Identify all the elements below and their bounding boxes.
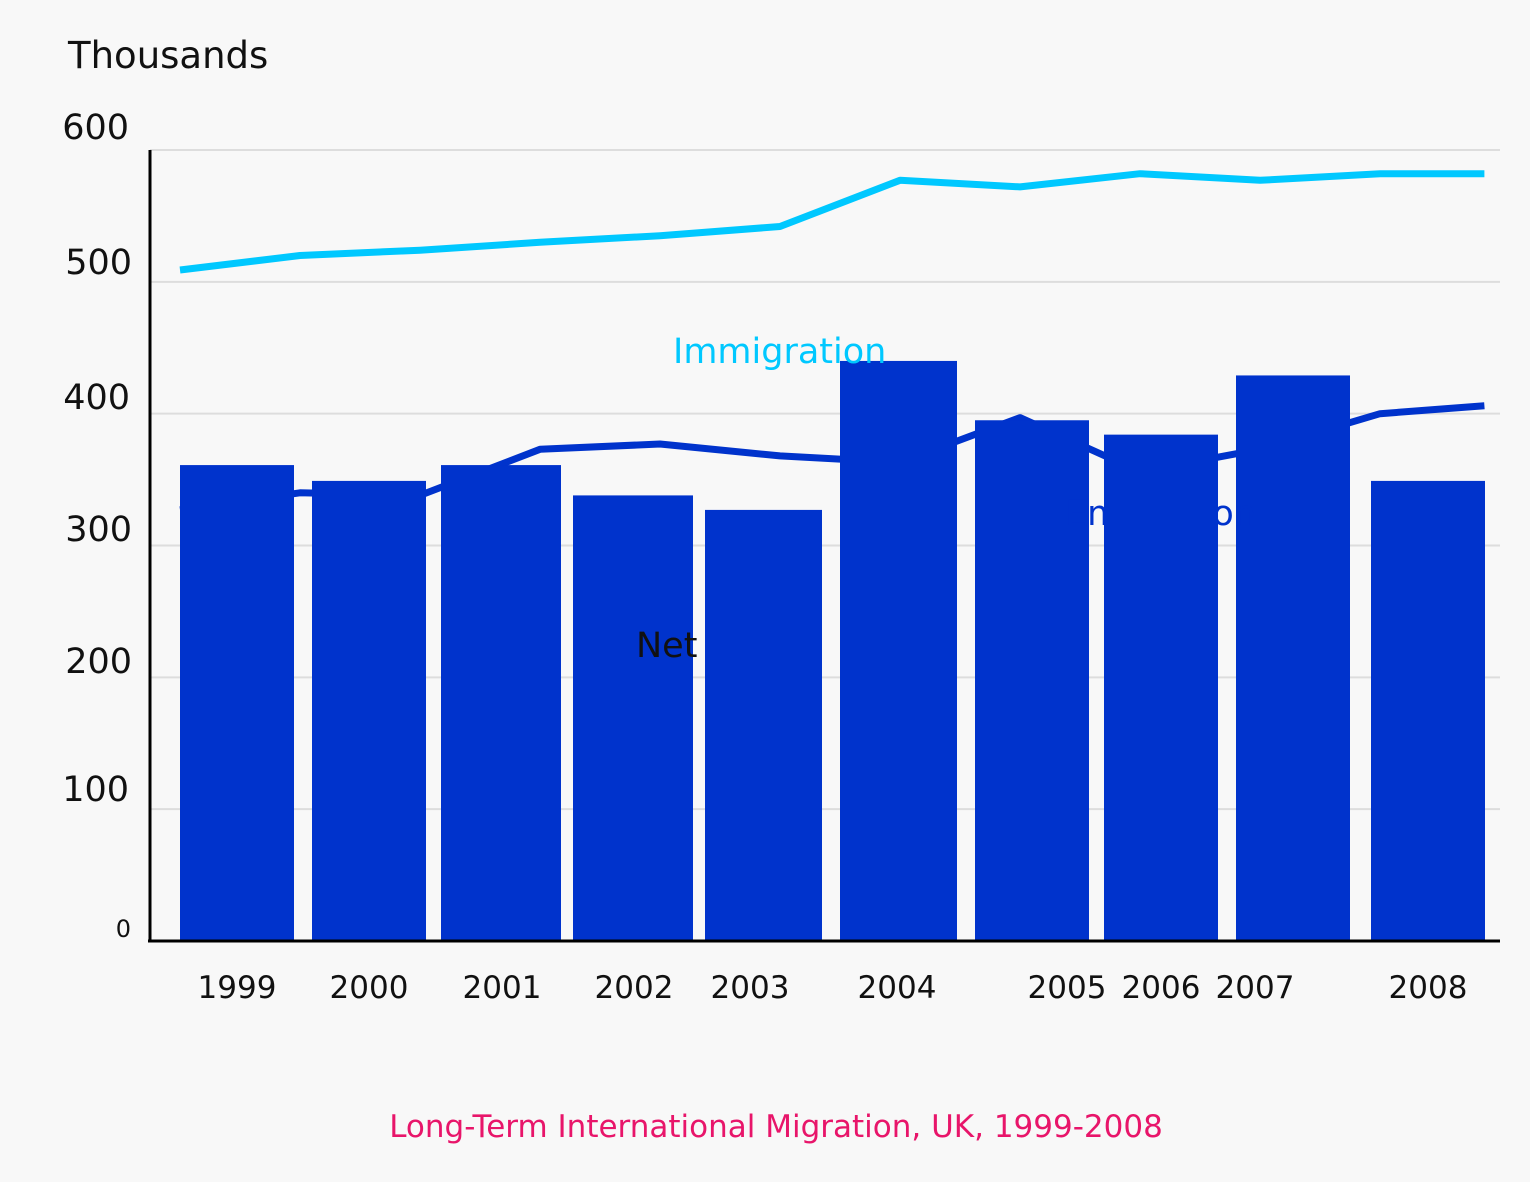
x-tick-label: 2001: [463, 970, 542, 1006]
bar-2008: [1371, 480, 1485, 941]
x-tick-label: 2005: [1028, 970, 1107, 1006]
bar-2003: [705, 509, 822, 941]
bar-2007: [1236, 375, 1350, 941]
x-tick-label: 2002: [595, 970, 674, 1006]
x-tick-label: 2006: [1122, 970, 1201, 1006]
y-tick-label: 200: [65, 642, 132, 682]
x-tick-label: 2000: [330, 970, 409, 1006]
y-axis-ticks: 0 100 200 300 400 500 600: [62, 108, 132, 943]
y-axis-unit-label: Thousands: [67, 34, 268, 77]
y-tick-label: 600: [62, 108, 129, 148]
immigration-line: [179, 170, 1485, 274]
net-bars: [180, 360, 1485, 942]
bar-2005: [975, 420, 1089, 942]
bar-2001: [441, 465, 561, 941]
bar-2004: [840, 360, 957, 941]
x-tick-label: 2003: [711, 970, 790, 1006]
bar-1999: [180, 465, 294, 941]
y-tick-label: 0: [116, 915, 131, 943]
bar-2006-overlay: [1104, 434, 1218, 941]
x-tick-label: 2004: [858, 970, 937, 1006]
chart-caption: Long-Term International Migration, UK, 1…: [389, 1109, 1163, 1145]
bar-2002: [573, 495, 693, 941]
net-label: Net: [636, 626, 697, 666]
y-tick-label: 300: [65, 510, 132, 550]
x-tick-label: 2007: [1216, 970, 1295, 1006]
immigration-label: Immigration: [673, 332, 886, 372]
y-tick-label: 400: [63, 378, 130, 418]
x-tick-label: 2008: [1389, 970, 1468, 1006]
x-tick-label: 1999: [198, 970, 277, 1006]
y-tick-label: 100: [62, 770, 129, 810]
y-tick-label: 500: [65, 243, 132, 283]
bar-2000: [312, 480, 426, 941]
x-axis-ticks: 1999 2000 2001 2002 2003 2004 2005 2006 2007 2008: [198, 970, 1468, 1006]
